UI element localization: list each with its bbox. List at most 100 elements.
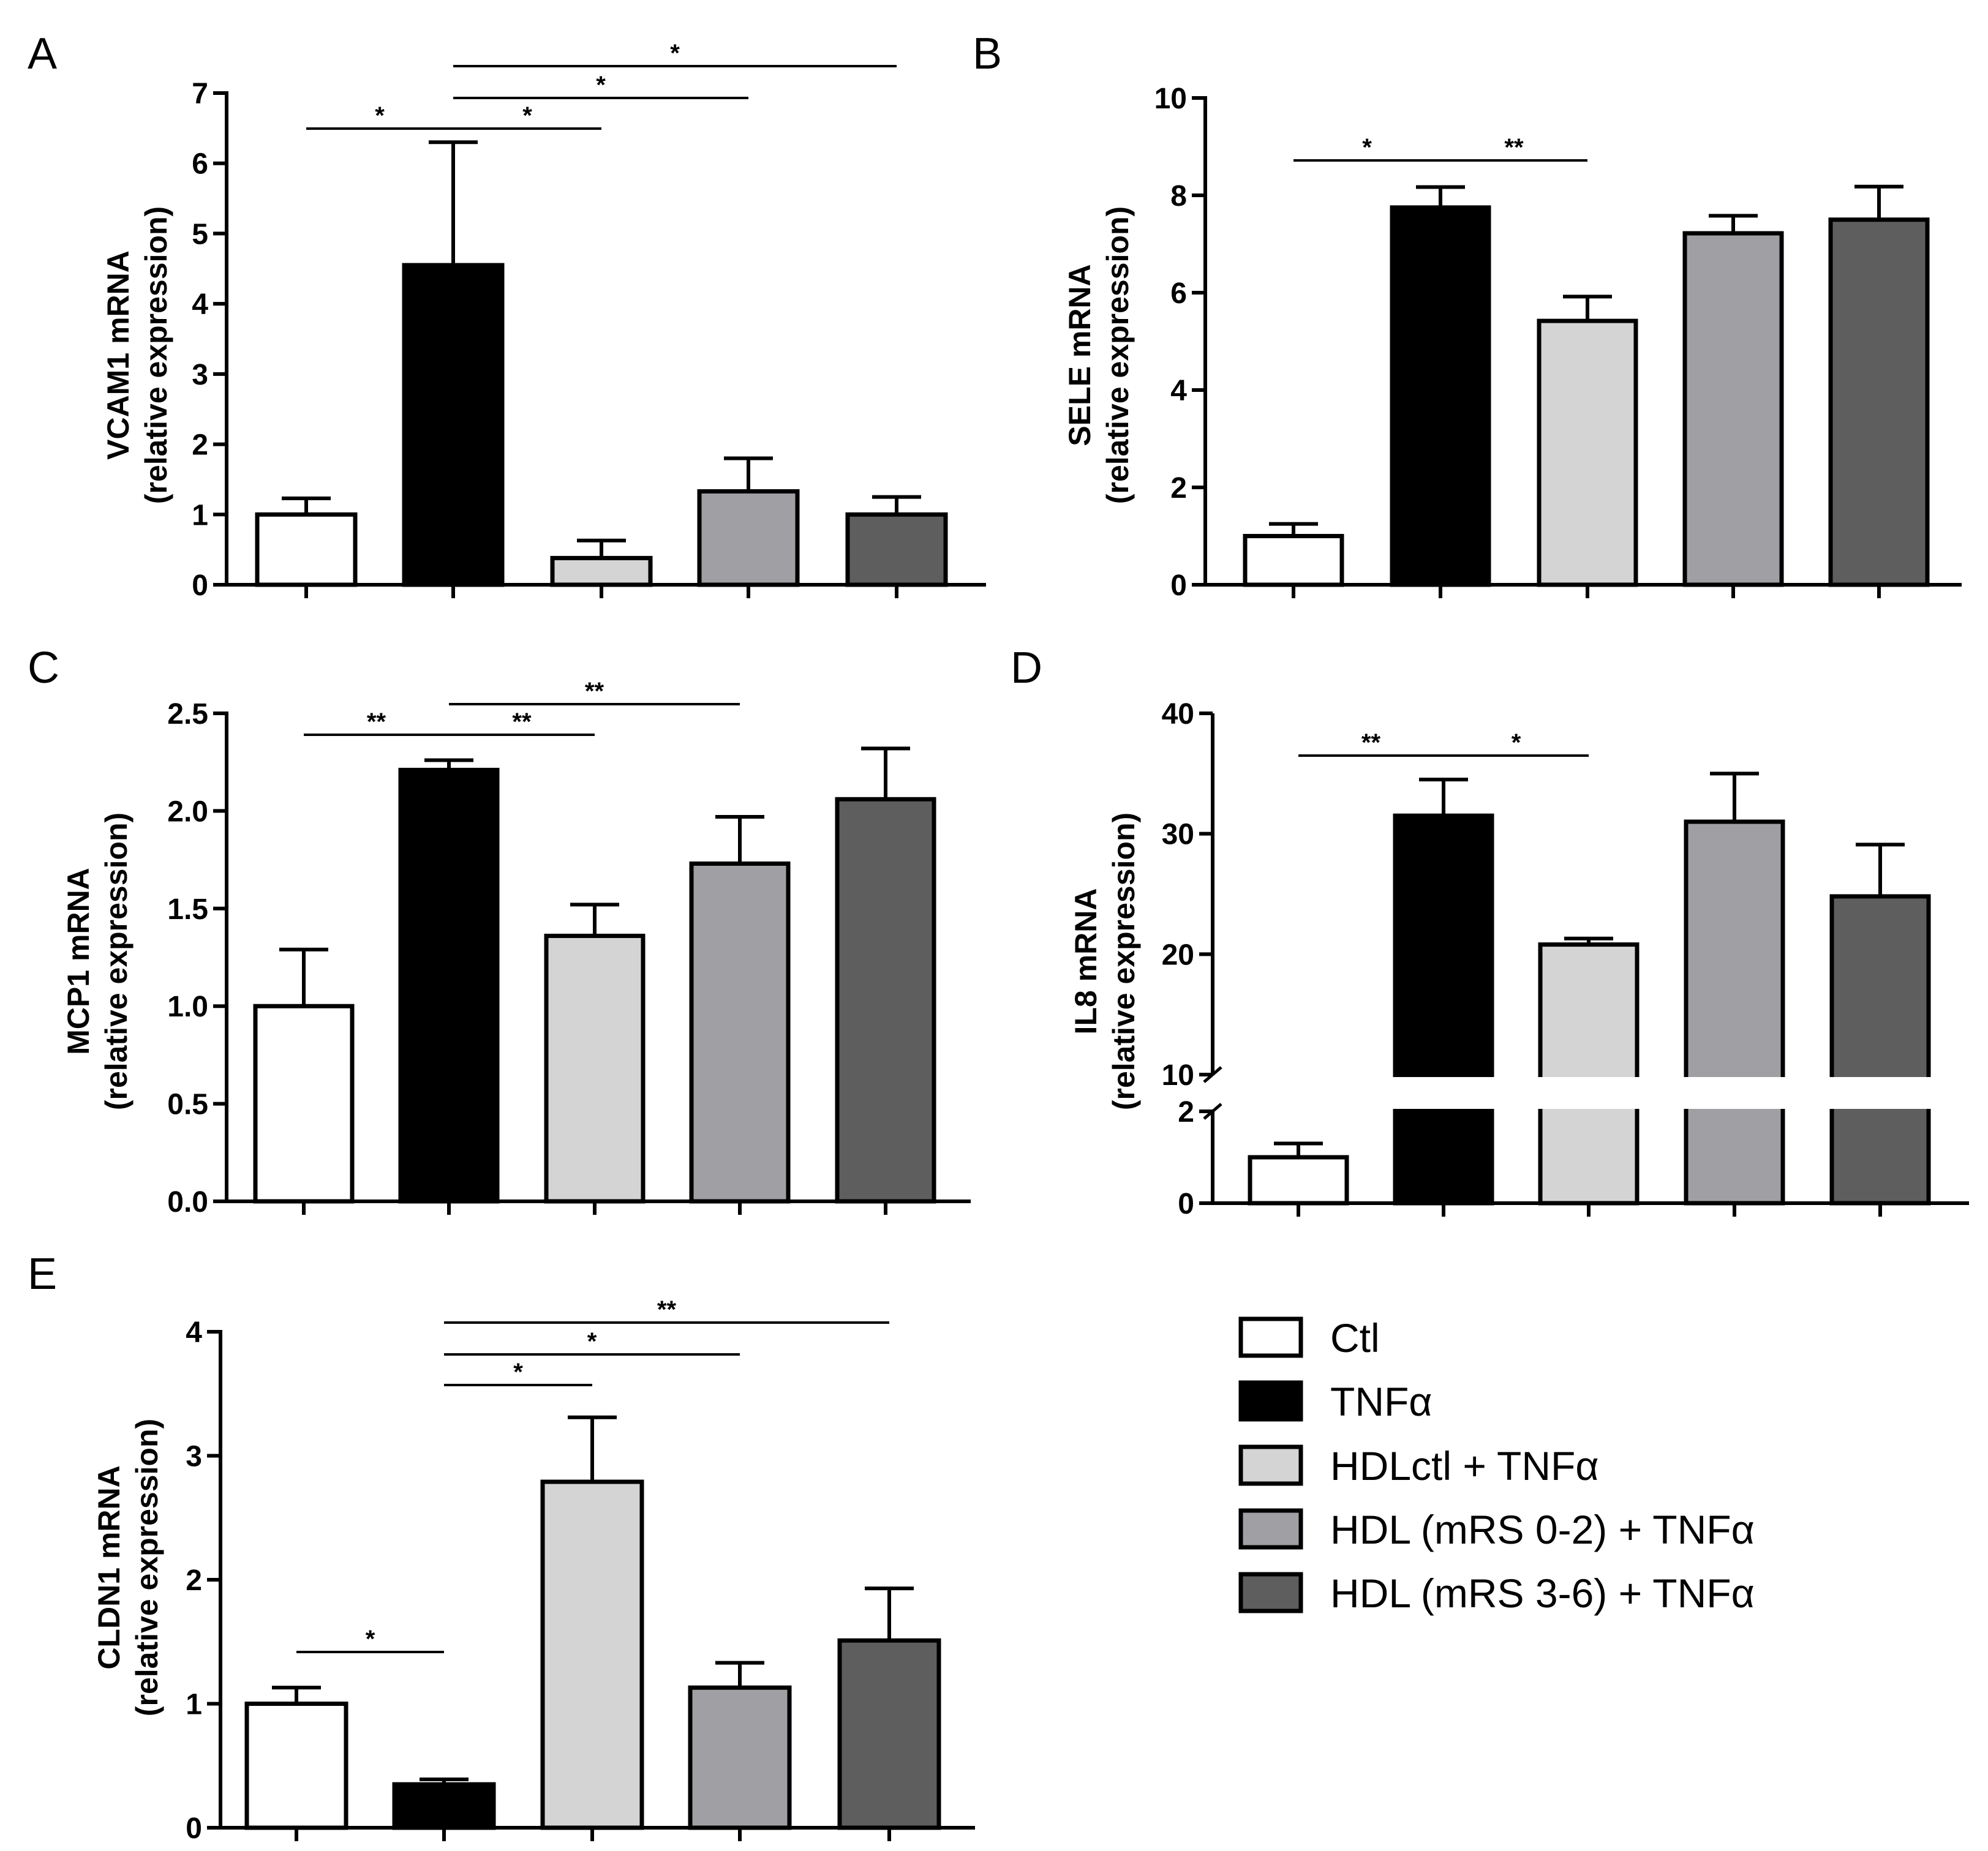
y-axis-sublabel-e: (relative expression) (130, 1419, 164, 1716)
y-tick-label-c-0: 0.0 (167, 1186, 208, 1218)
panel-label-b: B (973, 29, 1002, 78)
panel-b: B SELE mRNA (relative expression) 0 2 4 6 8 1… (973, 29, 1962, 602)
legend: Ctl TNFα HDLctl + TNFα HDL (mRS 0-2) + T… (1238, 1315, 1755, 1616)
bar-d-mrs-3-6 (1829, 894, 1931, 1206)
significance-label-e-1: * (513, 1359, 523, 1386)
bar-e-mrs-3-6 (837, 1638, 941, 1830)
significance-label-e-2: * (587, 1328, 597, 1355)
y-tick-label-a-0: 0 (192, 569, 208, 602)
legend-label-mrs-0-2: HDL (mRS 0-2) + TNFα (1330, 1507, 1755, 1552)
y-tick-label-c-1: 0.5 (167, 1089, 208, 1121)
bar-a-hdlctl (550, 555, 653, 587)
legend-swatch-mrs-3-6 (1238, 1572, 1303, 1613)
y-tick-label-c-4: 2.0 (167, 795, 208, 828)
bar-c-hdlctl (544, 933, 646, 1204)
bar-d-hdlctl (1538, 942, 1640, 1206)
y-axis-sublabel-b: (relative expression) (1101, 206, 1135, 504)
bar-c-ctl (253, 1004, 355, 1204)
panel-e: E CLDN1 mRNA (relative expression) 0 1 2 3 4… (28, 1250, 975, 1845)
y-tick-label-c-2: 1.0 (167, 991, 208, 1023)
significance-label-a-1: * (522, 102, 532, 129)
significance-label-d-0: ** (1361, 729, 1381, 756)
y-tick-label-d-0: 0 (1178, 1188, 1194, 1220)
bar-e-ctl (244, 1702, 348, 1830)
y-tick-label-a-5: 5 (192, 218, 208, 250)
y-tick-label-b-1: 2 (1170, 472, 1187, 505)
y-tick-label-a-2: 2 (192, 429, 208, 462)
y-axis-label-e: CLDN1 mRNA (92, 1465, 126, 1669)
bar-d-ctl (1248, 1155, 1349, 1206)
panel-a: A VCAM1 mRNA (relative expression) 0 1 2 3 4… (28, 29, 986, 602)
y-tick-label-d-3: 20 (1162, 939, 1194, 971)
y-tick-label-e-0: 0 (186, 1812, 202, 1845)
legend-label-tnfa: TNFα (1330, 1379, 1432, 1424)
y-axis-sublabel-c: (relative expression) (99, 813, 134, 1110)
significance-label-e-0: * (366, 1626, 375, 1653)
axis-break-gap-d (1194, 1077, 1987, 1109)
bar-e-hdlctl (540, 1479, 644, 1830)
y-tick-label-d-1: 2 (1178, 1096, 1194, 1128)
y-tick-label-e-2: 2 (186, 1564, 202, 1597)
y-tick-label-c-3: 1.5 (167, 893, 208, 926)
y-tick-label-b-2: 4 (1170, 375, 1187, 407)
y-axis-label-d: IL8 mRNA (1069, 888, 1103, 1035)
y-tick-label-a-1: 1 (192, 499, 208, 531)
legend-label-hdlctl: HDLctl + TNFα (1330, 1443, 1599, 1489)
significance-label-b-0: * (1362, 134, 1372, 161)
bar-c-mrs-0-2 (689, 861, 791, 1204)
panel-label-e: E (28, 1250, 57, 1299)
y-axis-label-c: MCP1 mRNA (61, 868, 96, 1055)
significance-label-d-1: * (1512, 729, 1521, 756)
bar-c-mrs-3-6 (835, 797, 936, 1204)
y-tick-label-b-5: 10 (1154, 83, 1187, 115)
panel-label-c: C (28, 644, 59, 693)
bar-b-ctl (1243, 534, 1344, 587)
y-tick-label-b-3: 6 (1170, 277, 1187, 310)
y-axis-label-b: SELE mRNA (1063, 264, 1097, 446)
y-axis-sublabel-a: (relative expression) (139, 206, 173, 504)
legend-swatch-tnfa (1238, 1380, 1303, 1422)
y-tick-label-e-3: 3 (186, 1441, 202, 1473)
y-tick-label-a-7: 7 (192, 78, 208, 110)
significance-label-a-0: * (375, 102, 385, 129)
y-tick-label-a-3: 3 (192, 359, 208, 391)
legend-label-mrs-3-6: HDL (mRS 3-6) + TNFα (1330, 1571, 1755, 1616)
bar-e-mrs-0-2 (688, 1685, 792, 1830)
legend-label-ctl: Ctl (1330, 1315, 1380, 1361)
legend-swatch-hdlctl (1238, 1444, 1303, 1486)
bar-c-tnfa (398, 767, 500, 1204)
y-tick-label-d-5: 40 (1162, 698, 1194, 730)
y-tick-label-c-5: 2.5 (167, 698, 208, 730)
panel-label-a: A (28, 29, 57, 78)
bar-b-tnfa (1390, 205, 1491, 587)
significance-label-c-2: ** (585, 678, 604, 705)
bar-a-mrs-0-2 (697, 489, 800, 587)
bar-a-mrs-3-6 (845, 512, 948, 587)
y-tick-label-d-4: 30 (1162, 819, 1194, 851)
significance-label-b-1: ** (1504, 134, 1524, 161)
legend-swatch-ctl (1238, 1316, 1303, 1358)
y-tick-label-a-6: 6 (192, 148, 208, 181)
significance-label-e-3: ** (657, 1296, 677, 1323)
legend-swatch-mrs-0-2 (1238, 1508, 1303, 1550)
bar-a-tnfa (402, 263, 505, 587)
significance-label-a-3: * (670, 40, 680, 67)
panel-label-d: D (1011, 644, 1042, 693)
y-tick-label-a-4: 4 (192, 288, 208, 321)
significance-label-c-1: ** (512, 708, 532, 735)
y-tick-label-b-0: 0 (1170, 569, 1187, 602)
bar-a-ctl (255, 512, 358, 587)
bar-e-tnfa (392, 1782, 496, 1830)
bar-b-hdlctl (1537, 318, 1638, 587)
y-tick-label-d-2: 10 (1162, 1059, 1194, 1092)
bar-b-mrs-0-2 (1682, 231, 1784, 587)
y-axis-sublabel-d: (relative expression) (1107, 813, 1141, 1110)
y-tick-label-e-1: 1 (186, 1689, 202, 1721)
bar-d-tnfa (1393, 813, 1494, 1206)
y-tick-label-b-4: 8 (1170, 180, 1187, 212)
y-axis-label-a: VCAM1 mRNA (101, 250, 135, 460)
panel-d: D IL8 mRNA (relative expression) 0 2 10 20 3… (1011, 644, 1987, 1220)
significance-label-c-0: ** (367, 708, 386, 735)
bar-b-mrs-3-6 (1828, 217, 1930, 587)
